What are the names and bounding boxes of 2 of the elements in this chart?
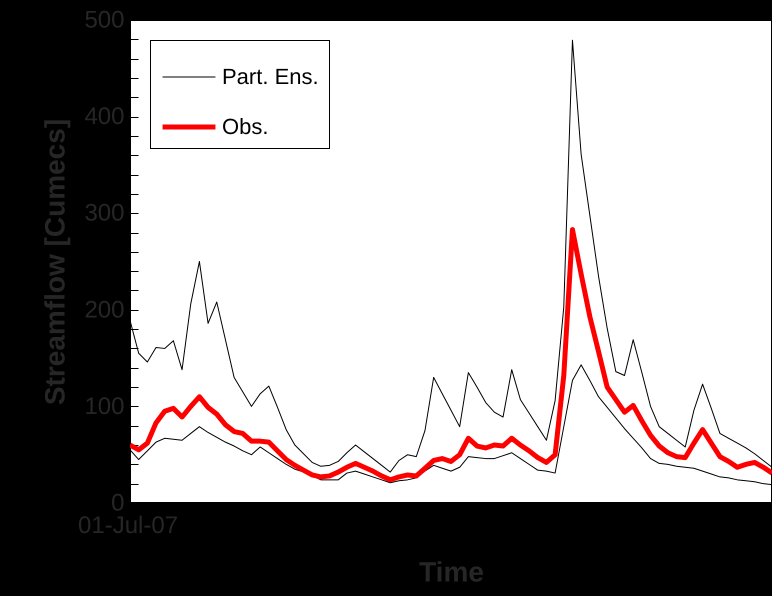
legend-label: Part. Ens. xyxy=(222,64,319,89)
legend-label: Obs. xyxy=(222,114,268,139)
